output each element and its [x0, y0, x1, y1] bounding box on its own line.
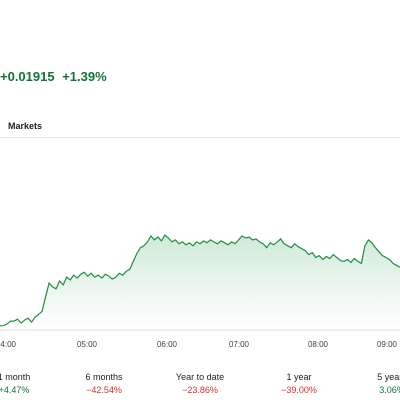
price-change-absolute: +0.01915 [0, 69, 55, 84]
period-value: −39.00% [281, 385, 317, 395]
period-value: 3.06% [379, 385, 400, 395]
tab-markets[interactable]: Markets [8, 121, 43, 131]
x-tick: 06:00 [156, 340, 178, 349]
price-change: +0.01915 +1.39% [0, 69, 111, 84]
x-tick: 08:00 [307, 340, 329, 349]
x-tick: 07:00 [228, 340, 250, 349]
period-year-to-date[interactable]: Year to date −23.86% [176, 372, 224, 395]
period-6-months[interactable]: 6 months −42.54% [85, 372, 122, 395]
period-label: 1 month [0, 372, 31, 382]
period-performance-strip: 1 month +4.47% 6 months −42.54% Year to … [0, 372, 400, 400]
chart-price-line [0, 234, 400, 327]
x-tick: 05:00 [76, 340, 98, 349]
period-label: Year to date [175, 372, 225, 382]
period-value: −42.54% [86, 385, 122, 395]
chart-area-fill [0, 235, 400, 330]
x-tick: 04:00 [0, 340, 16, 349]
period-label: 5 years [377, 372, 400, 382]
x-tick: 09:00 [376, 340, 398, 349]
period-1-year[interactable]: 1 year −39.00% [281, 372, 317, 395]
price-change-percent: +1.39% [62, 69, 107, 84]
period-5-years[interactable]: 5 years 3.06% [377, 372, 400, 395]
period-value: −23.86% [182, 385, 218, 395]
period-value: +4.47% [0, 385, 30, 395]
period-1-month[interactable]: 1 month +4.47% [0, 372, 30, 395]
period-label: 1 year [286, 372, 312, 382]
tab-divider [0, 137, 400, 138]
period-label: 6 months [85, 372, 123, 382]
